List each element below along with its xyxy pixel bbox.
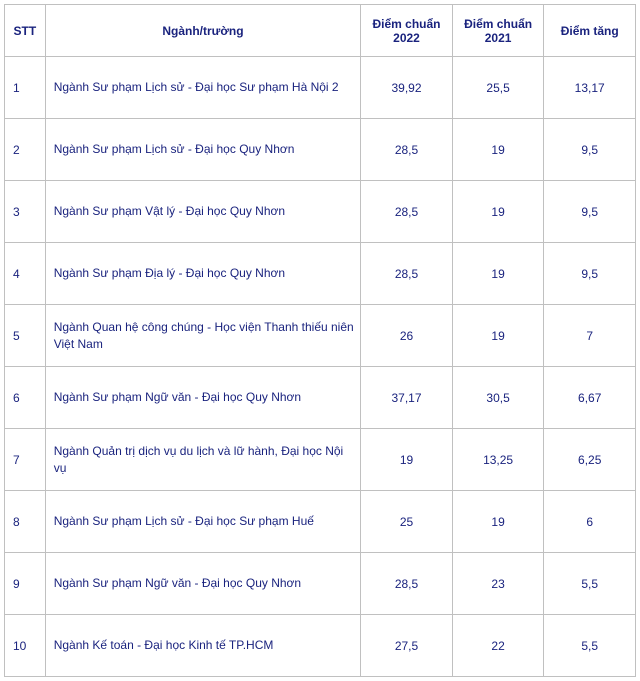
cell-increase: 7	[544, 305, 636, 367]
cell-score-2022: 37,17	[361, 367, 453, 429]
cell-score-2022: 26	[361, 305, 453, 367]
cell-increase: 6	[544, 491, 636, 553]
cell-stt: 2	[5, 119, 46, 181]
cell-stt: 8	[5, 491, 46, 553]
cell-stt: 1	[5, 57, 46, 119]
table-body: 1Ngành Sư phạm Lịch sử - Đại học Sư phạm…	[5, 57, 636, 677]
cell-increase: 9,5	[544, 181, 636, 243]
cell-score-2021: 19	[452, 243, 544, 305]
cell-name: Ngành Sư phạm Lịch sử - Đại học Sư phạm …	[45, 57, 361, 119]
cell-score-2021: 23	[452, 553, 544, 615]
cell-name: Ngành Sư phạm Địa lý - Đại học Quy Nhơn	[45, 243, 361, 305]
cell-score-2022: 28,5	[361, 243, 453, 305]
table-header: STT Ngành/trường Điểm chuẩn 2022 Điểm ch…	[5, 5, 636, 57]
header-increase: Điểm tăng	[544, 5, 636, 57]
cell-name: Ngành Sư phạm Ngữ văn - Đại học Quy Nhơn	[45, 367, 361, 429]
header-stt: STT	[5, 5, 46, 57]
header-name: Ngành/trường	[45, 5, 361, 57]
table-row: 2Ngành Sư phạm Lịch sử - Đại học Quy Nhơ…	[5, 119, 636, 181]
cell-name: Ngành Sư phạm Lịch sử - Đại học Sư phạm …	[45, 491, 361, 553]
header-score-2022: Điểm chuẩn 2022	[361, 5, 453, 57]
cell-name: Ngành Quản trị dịch vụ du lịch và lữ hàn…	[45, 429, 361, 491]
table-row: 6Ngành Sư phạm Ngữ văn - Đại học Quy Nhơ…	[5, 367, 636, 429]
cell-score-2022: 28,5	[361, 553, 453, 615]
cell-increase: 6,25	[544, 429, 636, 491]
cell-score-2021: 19	[452, 119, 544, 181]
cell-name: Ngành Kế toán - Đại học Kinh tế TP.HCM	[45, 615, 361, 677]
table-row: 8Ngành Sư phạm Lịch sử - Đại học Sư phạm…	[5, 491, 636, 553]
table-row: 3Ngành Sư phạm Vật lý - Đại học Quy Nhơn…	[5, 181, 636, 243]
table-row: 1Ngành Sư phạm Lịch sử - Đại học Sư phạm…	[5, 57, 636, 119]
cell-score-2022: 25	[361, 491, 453, 553]
cell-stt: 6	[5, 367, 46, 429]
cell-score-2022: 28,5	[361, 119, 453, 181]
cell-score-2021: 25,5	[452, 57, 544, 119]
header-score-2021: Điểm chuẩn 2021	[452, 5, 544, 57]
cell-score-2022: 28,5	[361, 181, 453, 243]
cell-increase: 9,5	[544, 119, 636, 181]
cell-stt: 5	[5, 305, 46, 367]
cell-score-2021: 19	[452, 305, 544, 367]
cell-stt: 4	[5, 243, 46, 305]
cell-stt: 10	[5, 615, 46, 677]
cell-name: Ngành Quan hệ công chúng - Học viện Than…	[45, 305, 361, 367]
cell-increase: 6,67	[544, 367, 636, 429]
table-row: 7Ngành Quản trị dịch vụ du lịch và lữ hà…	[5, 429, 636, 491]
cell-score-2021: 19	[452, 491, 544, 553]
table-row: 5Ngành Quan hệ công chúng - Học viện Tha…	[5, 305, 636, 367]
cell-stt: 7	[5, 429, 46, 491]
cell-score-2021: 19	[452, 181, 544, 243]
cell-score-2021: 13,25	[452, 429, 544, 491]
table-row: 10Ngành Kế toán - Đại học Kinh tế TP.HCM…	[5, 615, 636, 677]
table-row: 9Ngành Sư phạm Ngữ văn - Đại học Quy Nhơ…	[5, 553, 636, 615]
cell-increase: 5,5	[544, 553, 636, 615]
cell-name: Ngành Sư phạm Vật lý - Đại học Quy Nhơn	[45, 181, 361, 243]
header-row: STT Ngành/trường Điểm chuẩn 2022 Điểm ch…	[5, 5, 636, 57]
table-row: 4Ngành Sư phạm Địa lý - Đại học Quy Nhơn…	[5, 243, 636, 305]
cell-name: Ngành Sư phạm Lịch sử - Đại học Quy Nhơn	[45, 119, 361, 181]
cell-stt: 9	[5, 553, 46, 615]
cell-score-2021: 22	[452, 615, 544, 677]
cell-score-2022: 39,92	[361, 57, 453, 119]
score-table: STT Ngành/trường Điểm chuẩn 2022 Điểm ch…	[4, 4, 636, 677]
cell-name: Ngành Sư phạm Ngữ văn - Đại học Quy Nhơn	[45, 553, 361, 615]
cell-increase: 9,5	[544, 243, 636, 305]
cell-score-2022: 27,5	[361, 615, 453, 677]
cell-stt: 3	[5, 181, 46, 243]
cell-score-2022: 19	[361, 429, 453, 491]
cell-increase: 5,5	[544, 615, 636, 677]
cell-increase: 13,17	[544, 57, 636, 119]
cell-score-2021: 30,5	[452, 367, 544, 429]
